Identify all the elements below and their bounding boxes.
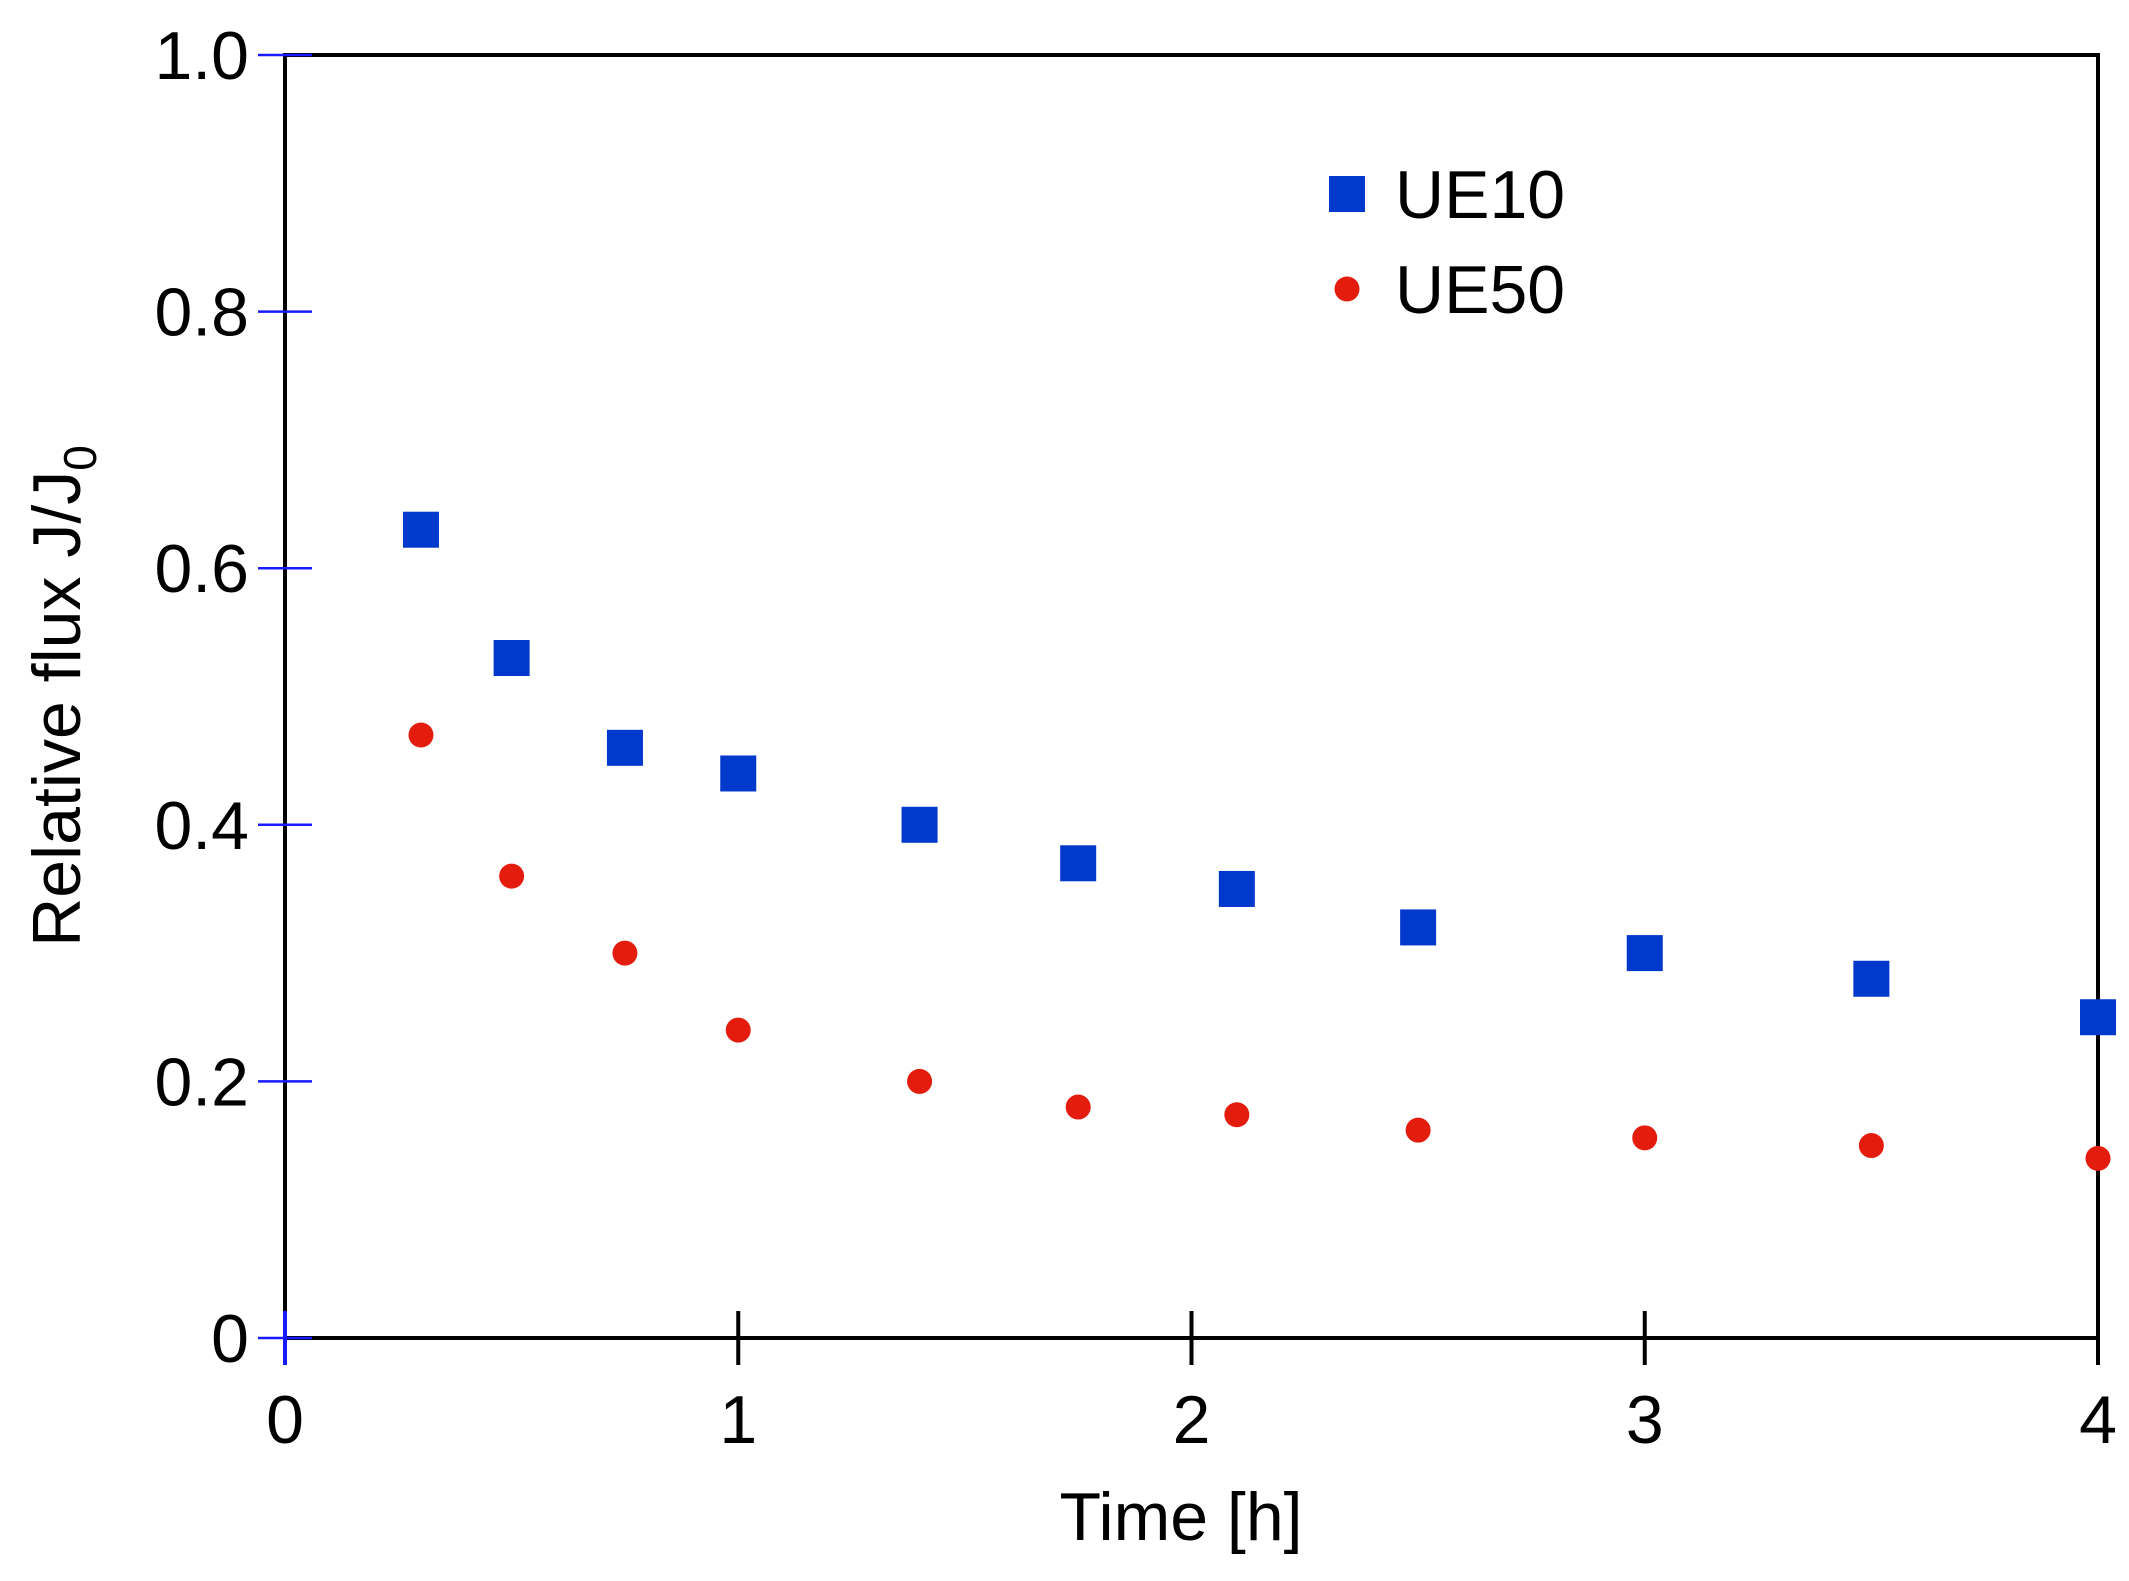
y-tick-label: 0.2 — [154, 1044, 249, 1120]
marker — [1400, 909, 1437, 946]
marker — [1218, 870, 1255, 907]
legend-marker — [1334, 276, 1360, 302]
x-tick-label: 3 — [1626, 1382, 1664, 1458]
marker — [493, 640, 530, 677]
marker — [1060, 845, 1097, 882]
marker — [408, 722, 434, 748]
x-tick-label: 4 — [2079, 1382, 2117, 1458]
legend-label: UE50 — [1395, 252, 1565, 328]
marker — [402, 511, 439, 548]
marker — [1224, 1102, 1250, 1128]
plot-frame — [283, 53, 2100, 1340]
x-tick-label: 2 — [1173, 1382, 1211, 1458]
x-tick-label: 1 — [719, 1382, 757, 1458]
marker — [1632, 1125, 1658, 1151]
marker — [2080, 999, 2116, 1036]
y-tick-label: 0 — [211, 1301, 249, 1377]
y-tick-label: 0.4 — [154, 788, 249, 864]
y-axis-label-subscript: 0 — [54, 445, 106, 471]
y-tick-label: 1.0 — [154, 18, 249, 94]
marker — [1853, 960, 1890, 997]
x-axis-label: Time [h] — [1059, 1479, 1302, 1555]
marker — [1858, 1133, 1884, 1159]
x-tick-label: 0 — [266, 1382, 304, 1458]
marker — [901, 806, 938, 843]
y-axis-label-main: Relative flux J/J — [19, 471, 95, 947]
marker — [720, 755, 757, 792]
marker — [1626, 935, 1663, 972]
marker — [606, 729, 643, 766]
marker — [1405, 1117, 1431, 1143]
y-axis-label: Relative flux J/J0 — [19, 445, 106, 947]
marker — [499, 863, 525, 889]
legend-label: UE10 — [1395, 157, 1565, 233]
y-tick-label: 0.8 — [154, 275, 249, 351]
marker — [907, 1068, 933, 1094]
marker — [725, 1017, 751, 1043]
legend-marker — [1329, 176, 1365, 212]
marker — [2085, 1145, 2111, 1171]
marker — [1065, 1094, 1091, 1120]
marker — [612, 940, 638, 966]
y-tick-label: 0.6 — [154, 531, 249, 607]
